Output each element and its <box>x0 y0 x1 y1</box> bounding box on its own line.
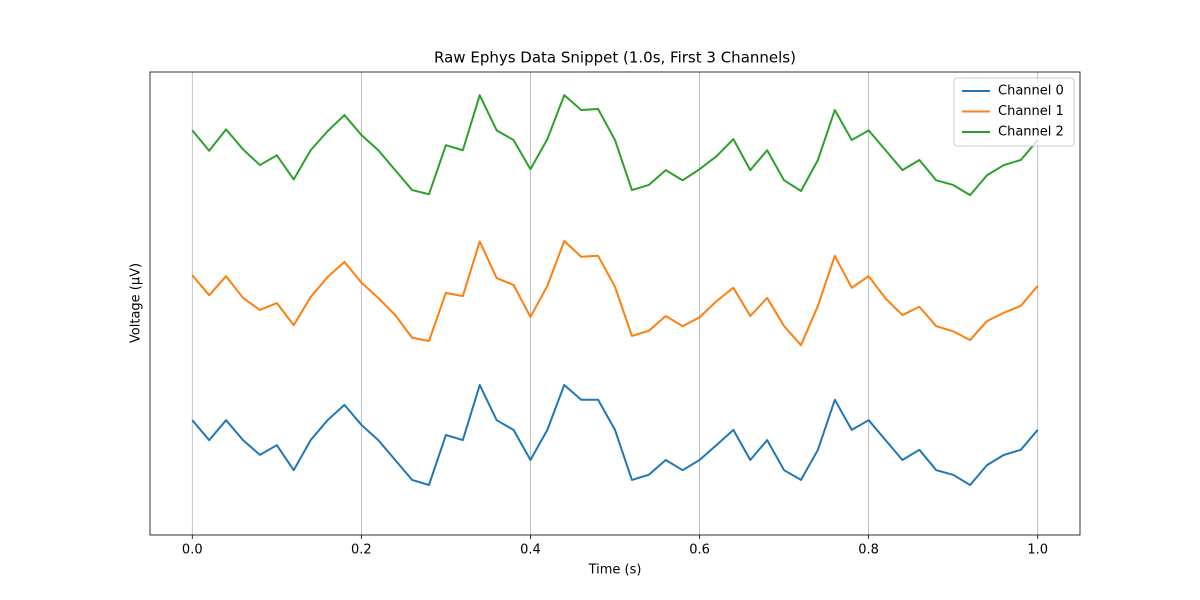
legend: Channel 0 Channel 1 Channel 2 <box>953 77 1075 147</box>
legend-label: Channel 1 <box>998 104 1064 119</box>
x-tick-label: 0.8 <box>858 543 879 558</box>
series-line <box>191 94 1039 197</box>
y-axis-label: Voltage (µV) <box>129 263 144 343</box>
series-line <box>191 383 1039 486</box>
legend-label: Channel 0 <box>998 84 1064 99</box>
x-tick-label: 0.0 <box>182 543 203 558</box>
legend-box <box>953 77 1075 147</box>
series-line <box>191 240 1039 347</box>
x-axis-label: Time (s) <box>588 563 642 578</box>
x-tick-label: 0.2 <box>351 543 372 558</box>
legend-label: Channel 2 <box>998 125 1064 140</box>
x-tick-label: 0.6 <box>689 543 710 558</box>
plot-frame <box>149 71 1081 536</box>
x-tick-label: 1.0 <box>1027 543 1048 558</box>
x-tick-label: 0.4 <box>520 543 541 558</box>
chart-title: Raw Ephys Data Snippet (1.0s, First 3 Ch… <box>434 49 796 67</box>
